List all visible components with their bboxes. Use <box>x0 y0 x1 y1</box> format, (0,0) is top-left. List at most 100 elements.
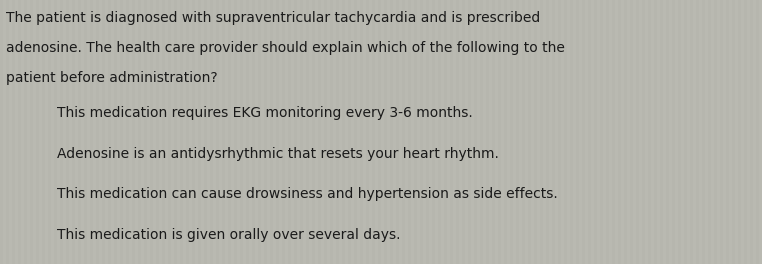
Bar <box>627 0 630 264</box>
Bar <box>27 0 30 264</box>
Bar <box>423 0 426 264</box>
Text: Adenosine is an antidysrhythmic that resets your heart rhythm.: Adenosine is an antidysrhythmic that res… <box>57 147 499 161</box>
Bar <box>498 0 501 264</box>
Bar <box>129 0 132 264</box>
Bar <box>297 0 300 264</box>
Bar <box>177 0 180 264</box>
Bar <box>54 0 57 264</box>
Bar <box>288 0 291 264</box>
Bar <box>81 0 84 264</box>
Bar <box>570 0 573 264</box>
Bar <box>240 0 243 264</box>
Bar <box>564 0 567 264</box>
Bar <box>300 0 303 264</box>
Bar <box>363 0 366 264</box>
Bar <box>552 0 555 264</box>
Bar <box>3 0 6 264</box>
Bar <box>372 0 375 264</box>
Bar <box>507 0 510 264</box>
Bar <box>369 0 372 264</box>
Bar <box>657 0 660 264</box>
Text: This medication can cause drowsiness and hypertension as side effects.: This medication can cause drowsiness and… <box>57 187 558 201</box>
Bar <box>198 0 201 264</box>
Bar <box>411 0 414 264</box>
Bar <box>390 0 393 264</box>
Bar <box>690 0 693 264</box>
Bar <box>408 0 411 264</box>
Bar <box>735 0 738 264</box>
Bar <box>183 0 186 264</box>
Bar <box>168 0 171 264</box>
Bar <box>174 0 177 264</box>
Bar <box>462 0 465 264</box>
Bar <box>378 0 381 264</box>
Bar <box>489 0 492 264</box>
Bar <box>750 0 753 264</box>
Bar <box>87 0 90 264</box>
Bar <box>72 0 75 264</box>
Bar <box>600 0 603 264</box>
Bar <box>669 0 672 264</box>
Text: patient before administration?: patient before administration? <box>6 71 218 85</box>
Bar <box>186 0 189 264</box>
Bar <box>39 0 42 264</box>
Bar <box>591 0 594 264</box>
Bar <box>510 0 513 264</box>
Text: The patient is diagnosed with supraventricular tachycardia and is prescribed: The patient is diagnosed with supraventr… <box>6 11 540 25</box>
Bar <box>309 0 312 264</box>
Bar <box>60 0 63 264</box>
Bar <box>729 0 732 264</box>
Bar <box>675 0 678 264</box>
Bar <box>642 0 645 264</box>
Bar <box>438 0 441 264</box>
Bar <box>171 0 174 264</box>
Bar <box>189 0 192 264</box>
Bar <box>207 0 210 264</box>
Bar <box>384 0 387 264</box>
Bar <box>540 0 543 264</box>
Bar <box>459 0 462 264</box>
Bar <box>612 0 615 264</box>
Bar <box>111 0 114 264</box>
Bar <box>222 0 225 264</box>
Bar <box>717 0 720 264</box>
Bar <box>306 0 309 264</box>
Bar <box>555 0 558 264</box>
Bar <box>534 0 537 264</box>
Bar <box>282 0 285 264</box>
Bar <box>531 0 534 264</box>
Bar <box>66 0 69 264</box>
Bar <box>654 0 657 264</box>
Bar <box>195 0 198 264</box>
Bar <box>744 0 747 264</box>
Bar <box>57 0 60 264</box>
Bar <box>477 0 480 264</box>
Bar <box>246 0 249 264</box>
Bar <box>150 0 153 264</box>
Bar <box>291 0 294 264</box>
Bar <box>501 0 504 264</box>
Bar <box>741 0 744 264</box>
Bar <box>429 0 432 264</box>
Bar <box>63 0 66 264</box>
Bar <box>234 0 237 264</box>
Bar <box>231 0 234 264</box>
Bar <box>162 0 165 264</box>
Bar <box>264 0 267 264</box>
Bar <box>420 0 423 264</box>
Bar <box>573 0 576 264</box>
Bar <box>639 0 642 264</box>
Bar <box>633 0 636 264</box>
Bar <box>447 0 450 264</box>
Bar <box>687 0 690 264</box>
Bar <box>312 0 315 264</box>
Bar <box>603 0 606 264</box>
Bar <box>426 0 429 264</box>
Bar <box>723 0 726 264</box>
Bar <box>354 0 357 264</box>
Bar <box>699 0 702 264</box>
Bar <box>255 0 258 264</box>
Bar <box>315 0 318 264</box>
Bar <box>684 0 687 264</box>
Bar <box>318 0 321 264</box>
